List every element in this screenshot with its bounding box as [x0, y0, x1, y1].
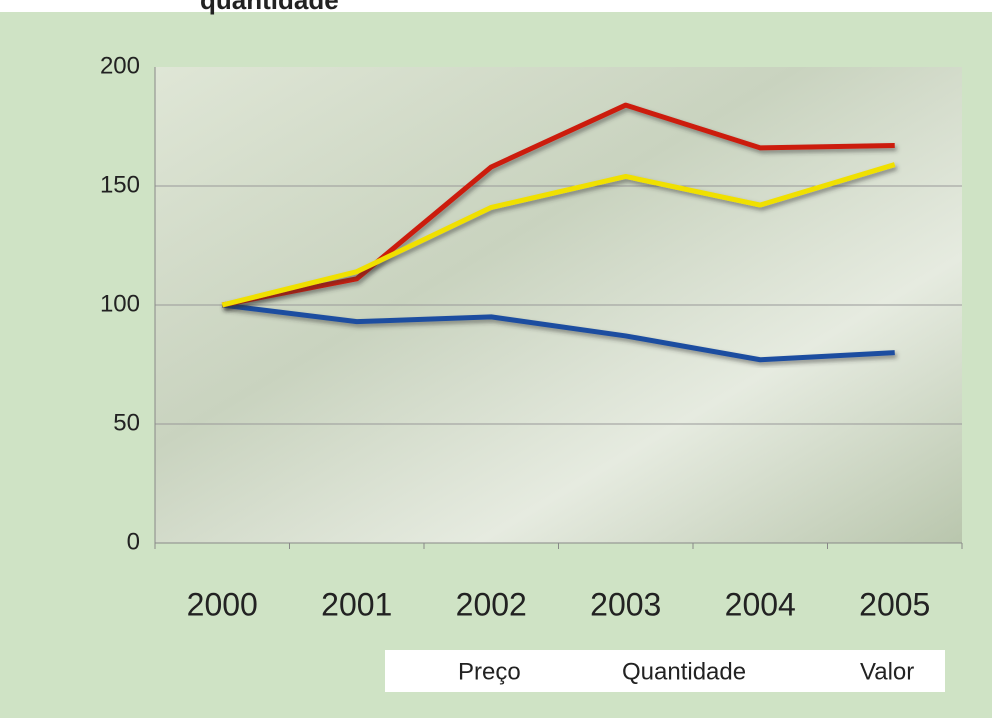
top-strip [0, 0, 992, 12]
x-tick-label: 2003 [590, 586, 661, 622]
legend-box [385, 650, 945, 692]
x-tick-label: 2004 [725, 586, 796, 622]
x-tick-label: 2000 [187, 586, 258, 622]
y-tick-label: 150 [100, 171, 140, 198]
x-tick-label: 2001 [321, 586, 392, 622]
chart-title: quantidade [200, 0, 339, 15]
legend-label: Quantidade [622, 658, 746, 685]
y-tick-label: 100 [100, 290, 140, 317]
data-line [221, 302, 895, 363]
data-line [221, 162, 896, 308]
y-tick-label: 50 [113, 409, 140, 436]
x-tick-label: 2002 [456, 586, 527, 622]
y-tick-label: 200 [100, 52, 140, 79]
x-tick-label: 2005 [859, 586, 930, 622]
legend-label: Valor [860, 658, 914, 685]
legend-label: Preço [458, 658, 521, 685]
y-tick-label: 0 [127, 528, 140, 555]
data-line [221, 102, 895, 308]
